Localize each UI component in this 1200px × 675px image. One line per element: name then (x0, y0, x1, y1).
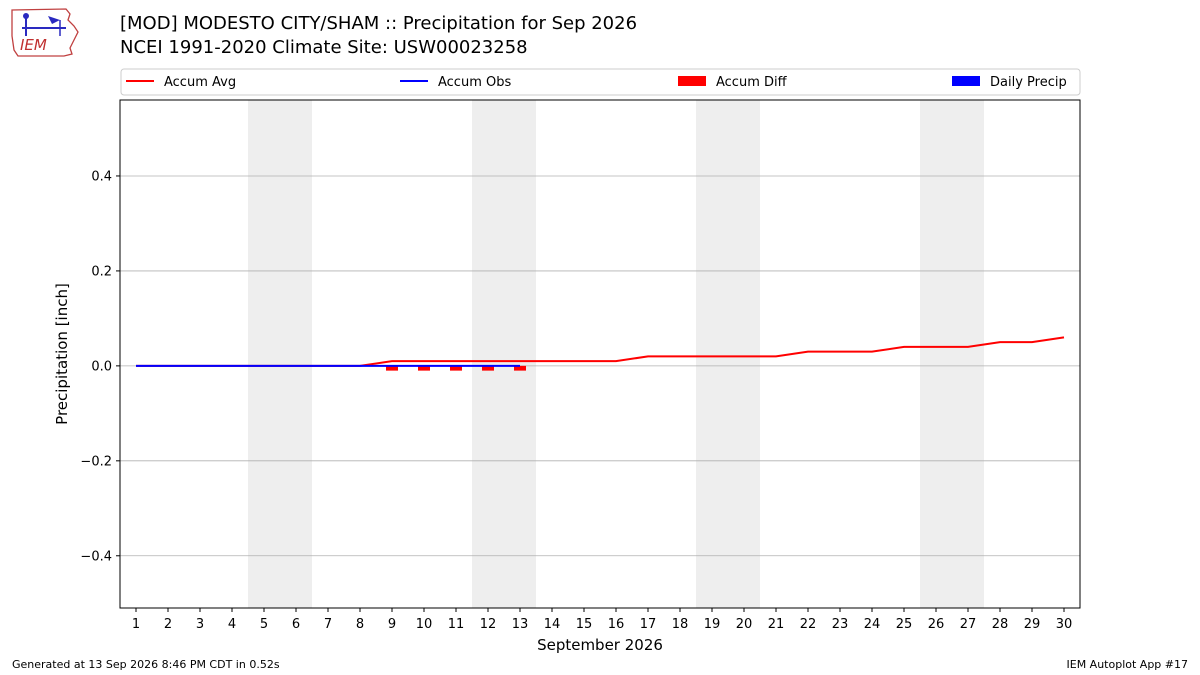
x-tick-label: 20 (736, 617, 753, 632)
y-tick-label: 0.4 (91, 169, 112, 184)
x-tick-label: 10 (416, 617, 433, 632)
x-tick-label: 29 (1024, 617, 1041, 632)
y-tick-label: −0.2 (80, 454, 112, 469)
legend-label: Daily Precip (990, 75, 1067, 90)
legend-box (120, 68, 1081, 96)
x-tick-label: 21 (768, 617, 785, 632)
diff-bar (418, 365, 430, 371)
x-tick-label: 23 (832, 617, 849, 632)
iem-logo: IEM (11, 8, 79, 57)
x-tick-label: 3 (196, 617, 204, 632)
y-axis-label: Precipitation [inch] (53, 283, 71, 425)
x-tick-label: 4 (228, 617, 236, 632)
x-tick-label: 14 (544, 617, 561, 632)
x-tick-label: 22 (800, 617, 817, 632)
legend-swatch (678, 76, 706, 86)
x-tick-label: 9 (388, 617, 396, 632)
diff-bar (482, 365, 494, 371)
x-tick-label: 24 (864, 617, 881, 632)
x-tick-label: 28 (992, 617, 1009, 632)
x-tick-label: 16 (608, 617, 625, 632)
y-tick-label: −0.4 (80, 549, 112, 564)
legend-label: Accum Avg (164, 75, 236, 90)
app-note: IEM Autoplot App #17 (1066, 658, 1189, 671)
iowa-outline-icon (11, 8, 79, 57)
weekend-shade (920, 100, 984, 608)
x-tick-label: 2 (164, 617, 172, 632)
diff-bar (386, 365, 398, 371)
x-tick-label: 12 (480, 617, 497, 632)
y-tick-label: 0.0 (91, 359, 112, 374)
legend-swatch (952, 76, 980, 86)
x-tick-label: 11 (448, 617, 465, 632)
legend-label: Accum Obs (438, 75, 511, 90)
x-tick-label: 25 (896, 617, 913, 632)
plot-frame (119, 99, 1081, 609)
x-tick-label: 26 (928, 617, 945, 632)
x-tick-label: 17 (640, 617, 657, 632)
y-tick-label: 0.2 (91, 264, 112, 279)
weekend-shade (696, 100, 760, 608)
x-tick-label: 30 (1056, 617, 1073, 632)
x-tick-label: 27 (960, 617, 977, 632)
weekend-shade (248, 100, 312, 608)
generated-note: Generated at 13 Sep 2026 8:46 PM CDT in … (12, 658, 280, 671)
x-tick-label: 19 (704, 617, 721, 632)
x-tick-label: 1 (132, 617, 140, 632)
diff-bar (450, 365, 462, 371)
chart-subtitle: NCEI 1991-2020 Climate Site: USW00023258 (120, 37, 528, 58)
chart-title: [MOD] MODESTO CITY/SHAM :: Precipitation… (120, 13, 638, 34)
x-tick-label: 15 (576, 617, 593, 632)
x-tick-label: 13 (512, 617, 529, 632)
legend-label: Accum Diff (716, 75, 788, 90)
x-axis-label: September 2026 (537, 636, 663, 654)
x-tick-label: 6 (292, 617, 300, 632)
x-tick-label: 5 (260, 617, 268, 632)
logo-text: IEM (20, 36, 47, 54)
x-tick-label: 7 (324, 617, 332, 632)
x-tick-label: 8 (356, 617, 364, 632)
weekend-shade (472, 100, 536, 608)
diff-bar (514, 365, 526, 371)
x-tick-label: 18 (672, 617, 689, 632)
